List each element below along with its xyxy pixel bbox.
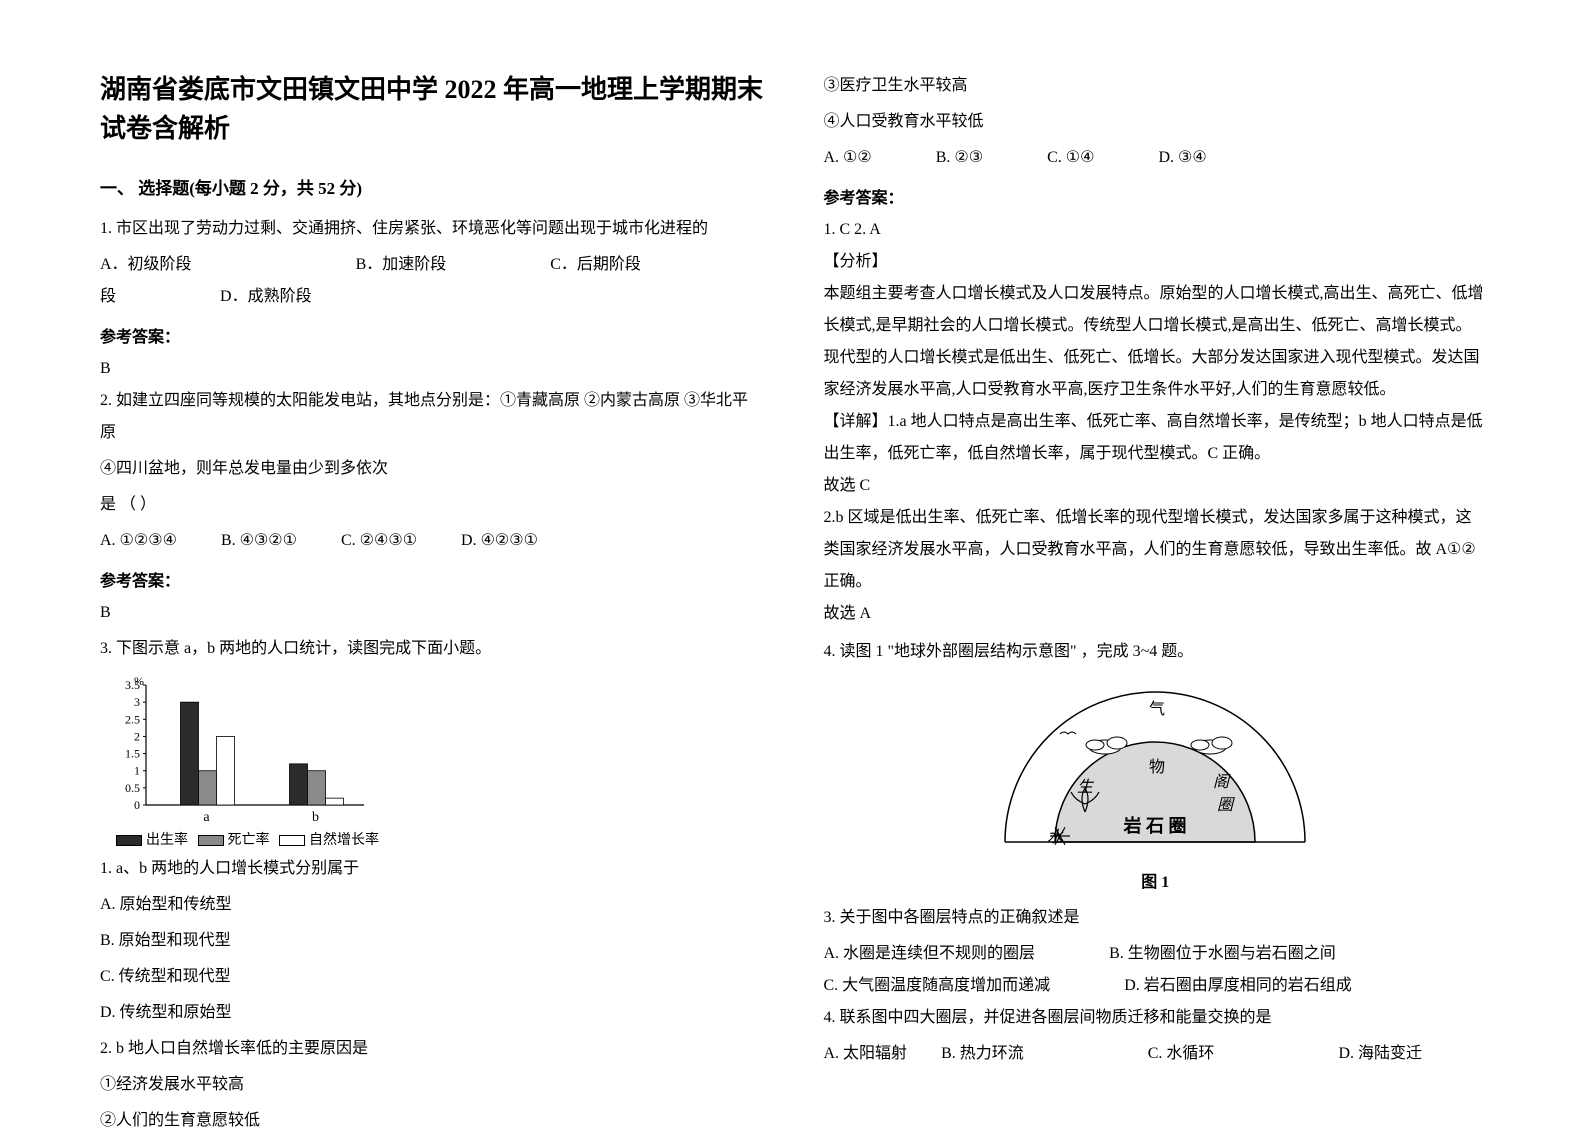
svg-text:2.5: 2.5 (125, 712, 140, 726)
q4-intro: 4. 读图 1 "地球外部圈层结构示意图" ，完成 3~4 题。 (824, 636, 1488, 668)
svg-text:b: b (312, 810, 319, 825)
q3-legend: 出生率 死亡率 自然增长率 (110, 829, 764, 849)
q3-sub2-options: A. ①② B. ②③ C. ①④ D. ③④ (824, 142, 1488, 174)
q1-ans: B (100, 353, 764, 385)
q3-sub2-optB: B. ②③ (936, 142, 983, 174)
svg-text:0: 0 (134, 798, 140, 812)
section-heading: 一、 选择题(每小题 2 分，共 52 分) (100, 174, 764, 199)
q3-analysis-h: 【分析】 (824, 246, 1488, 278)
q1-options: A．初级阶段 B．加速阶段 C．后期阶段 段 D．成熟阶段 (100, 249, 764, 313)
q3-intro: 3. 下图示意 a，b 两地的人口统计，读图完成下面小题。 (100, 633, 764, 665)
legend-swatch-natural (279, 835, 305, 846)
page: 湖南省娄底市文田镇文田中学 2022 年高一地理上学期期末试卷含解析 一、 选择… (0, 0, 1587, 1122)
q3-sub2-r1: ①经济发展水平较高 (100, 1069, 764, 1101)
svg-text:生: 生 (1077, 778, 1095, 796)
svg-text:物: 物 (1149, 758, 1165, 776)
q3-analysis-p1: 本题组主要考查人口增长模式及人口发展特点。原始型的人口增长模式,高出生、高死亡、… (824, 278, 1488, 406)
q4-sub3-optC: C. 大气圈温度随高度增加而递减 (824, 970, 1051, 1002)
q4-sub3-options-row2: C. 大气圈温度随高度增加而递减 D. 岩石圈由厚度相同的岩石组成 (824, 970, 1488, 1002)
q2-stem-l3: 是 （ ） (100, 489, 764, 521)
q1-optC: C．后期阶段 (550, 249, 641, 281)
legend-swatch-death (198, 835, 224, 846)
q2-options: A. ①②③④ B. ④③②① C. ②④③① D. ④②③① (100, 525, 764, 557)
q4-figure-caption: 图 1 (1141, 868, 1169, 892)
q3-sub2-optD: D. ③④ (1158, 142, 1206, 174)
q3-detail-l3: 2.b 区域是低出生率、低死亡率、低增长率的现代型增长模式，发达国家多属于这种模… (824, 502, 1488, 598)
q2-optB: B. ④③②① (221, 525, 297, 557)
q2-ans: B (100, 597, 764, 629)
column-left: 湖南省娄底市文田镇文田中学 2022 年高一地理上学期期末试卷含解析 一、 选择… (100, 70, 764, 1082)
svg-text:阁: 阁 (1213, 773, 1231, 791)
svg-text:气: 气 (1149, 700, 1165, 718)
legend-label-death: 死亡率 (228, 833, 270, 848)
q3-sub1-optC: C. 传统型和现代型 (100, 961, 764, 993)
q3-sub1-optD: D. 传统型和原始型 (100, 997, 764, 1029)
q4-sub4-optB: B. 热力环流 (941, 1038, 1024, 1070)
svg-text:%: % (134, 677, 144, 688)
q3-sub2-optA: A. ①② (824, 142, 872, 174)
q1-optA: A．初级阶段 (100, 249, 192, 281)
q1-ans-heading: 参考答案： (100, 323, 764, 347)
svg-text:圈: 圈 (1217, 797, 1235, 814)
q3-sub2-optC: C. ①④ (1047, 142, 1094, 174)
q3-ans-line: 1. C 2. A (824, 214, 1488, 246)
q1-optB: B．加速阶段 (356, 249, 447, 281)
svg-text:0.5: 0.5 (125, 781, 140, 795)
q2-optA: A. ①②③④ (100, 525, 177, 557)
q3-sub1-optB: B. 原始型和现代型 (100, 925, 764, 957)
q2-ans-heading: 参考答案： (100, 567, 764, 591)
q1-optD: D．成熟阶段 (220, 281, 312, 313)
q1-stem: 1. 市区出现了劳动力过剩、交通拥挤、住房紧张、环境恶化等问题出现于城市化进程的 (100, 213, 764, 245)
q3-detail-l2: 故选 C (824, 470, 1488, 502)
q3-ans-heading: 参考答案： (824, 184, 1488, 208)
q3-detail-l4: 故选 A (824, 598, 1488, 630)
svg-text:a: a (203, 810, 210, 825)
q4-sub4-optC: C. 水循环 (1148, 1038, 1215, 1070)
svg-text:2: 2 (134, 729, 140, 743)
svg-text:水: 水 (1047, 828, 1064, 846)
q3-sub1-optA: A. 原始型和传统型 (100, 889, 764, 921)
q3-detail-l1: 【详解】1.a 地人口特点是高出生率、低死亡率、高自然增长率，是传统型；b 地人… (824, 406, 1488, 470)
earth-sphere-diagram-svg: 气物生 阁圈水 岩 石 圈 (995, 682, 1315, 862)
svg-text:3: 3 (134, 695, 140, 709)
svg-text:1: 1 (134, 764, 140, 778)
q2-optC: C. ②④③① (341, 525, 417, 557)
q4-sub3-optD: D. 岩石圈由厚度相同的岩石组成 (1124, 970, 1352, 1002)
q4-sub3-optA: A. 水圈是连续但不规则的圈层 (824, 938, 1036, 970)
legend-label-natural: 自然增长率 (309, 833, 379, 848)
q4-sub4-optD: D. 海陆变迁 (1338, 1038, 1422, 1070)
bar-chart-svg: 00.511.522.533.5%ab (110, 677, 370, 827)
svg-text:1.5: 1.5 (125, 747, 140, 761)
q2-stem-l2: ④四川盆地，则年总发电量由少到多依次 (100, 453, 764, 485)
q3-sub2-stem: 2. b 地人口自然增长率低的主要原因是 (100, 1033, 764, 1065)
doc-title: 湖南省娄底市文田镇文田中学 2022 年高一地理上学期期末试卷含解析 (100, 70, 764, 148)
q4-sub3-optB: B. 生物圈位于水圈与岩石圈之间 (1109, 938, 1336, 970)
q3-sub2-r3: ③医疗卫生水平较高 (824, 70, 1488, 102)
q4-sub3-stem: 3. 关于图中各圈层特点的正确叙述是 (824, 902, 1488, 934)
q3-chart: 00.511.522.533.5%ab 出生率 死亡率 自然增长率 (110, 677, 764, 849)
q3-sub1-stem: 1. a、b 两地的人口增长模式分别属于 (100, 853, 764, 885)
legend-swatch-birth (116, 835, 142, 846)
q4-sub4-optA: A. 太阳辐射 (824, 1038, 908, 1070)
q4-sub4-options: A. 太阳辐射 B. 热力环流 C. 水循环 D. 海陆变迁 (824, 1038, 1488, 1070)
q4-sub3-options-row1: A. 水圈是连续但不规则的圈层 B. 生物圈位于水圈与岩石圈之间 (824, 938, 1488, 970)
q4-figure: 气物生 阁圈水 岩 石 圈 图 1 (824, 682, 1488, 892)
q3-sub2-r4: ④人口受教育水平较低 (824, 106, 1488, 138)
legend-label-birth: 出生率 (146, 833, 188, 848)
q1-optC-cont: 段 (100, 281, 116, 313)
svg-text:岩 石 圈: 岩 石 圈 (1123, 815, 1187, 836)
q3-sub2-r2: ②人们的生育意愿较低 (100, 1105, 764, 1137)
column-right: ③医疗卫生水平较高 ④人口受教育水平较低 A. ①② B. ②③ C. ①④ D… (824, 70, 1488, 1082)
q2-stem-l1: 2. 如建立四座同等规模的太阳能发电站，其地点分别是：①青藏高原 ②内蒙古高原 … (100, 385, 764, 449)
q4-sub4-stem: 4. 联系图中四大圈层，并促进各圈层间物质迁移和能量交换的是 (824, 1002, 1488, 1034)
q2-optD: D. ④②③① (461, 525, 538, 557)
